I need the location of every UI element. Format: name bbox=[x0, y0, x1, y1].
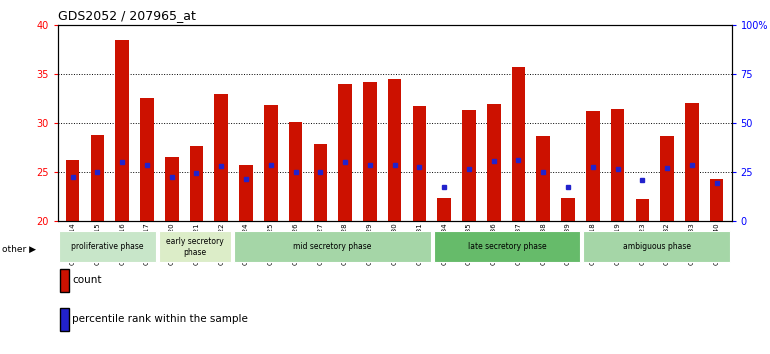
Text: early secretory
phase: early secretory phase bbox=[166, 237, 224, 257]
FancyBboxPatch shape bbox=[234, 232, 430, 262]
Bar bbox=[313, 144, 327, 221]
Bar bbox=[611, 109, 624, 221]
Bar bbox=[462, 110, 476, 221]
Bar bbox=[165, 158, 179, 221]
Text: proliferative phase: proliferative phase bbox=[72, 242, 144, 251]
Bar bbox=[214, 93, 228, 221]
Bar bbox=[363, 82, 377, 221]
Bar bbox=[437, 198, 451, 221]
FancyBboxPatch shape bbox=[434, 232, 581, 262]
Bar bbox=[264, 105, 278, 221]
Text: ambiguous phase: ambiguous phase bbox=[623, 242, 691, 251]
Text: GDS2052 / 207965_at: GDS2052 / 207965_at bbox=[58, 9, 196, 22]
Bar bbox=[661, 136, 674, 221]
Bar bbox=[511, 67, 525, 221]
Bar bbox=[685, 103, 698, 221]
FancyBboxPatch shape bbox=[584, 232, 730, 262]
Bar bbox=[289, 122, 303, 221]
Text: late secretory phase: late secretory phase bbox=[467, 242, 546, 251]
Bar bbox=[635, 199, 649, 221]
FancyBboxPatch shape bbox=[159, 232, 231, 262]
Bar bbox=[116, 40, 129, 221]
Bar bbox=[561, 198, 575, 221]
Text: percentile rank within the sample: percentile rank within the sample bbox=[72, 314, 248, 324]
Text: other ▶: other ▶ bbox=[2, 245, 36, 254]
Bar bbox=[413, 106, 427, 221]
Bar bbox=[487, 104, 500, 221]
FancyBboxPatch shape bbox=[59, 232, 156, 262]
Bar bbox=[537, 136, 550, 221]
Bar bbox=[91, 135, 104, 221]
Bar bbox=[338, 84, 352, 221]
Bar bbox=[239, 165, 253, 221]
Text: count: count bbox=[72, 275, 102, 285]
Bar bbox=[65, 160, 79, 221]
Bar bbox=[140, 98, 154, 221]
Bar bbox=[388, 79, 401, 221]
Bar bbox=[710, 179, 724, 221]
Bar bbox=[189, 145, 203, 221]
Bar bbox=[586, 111, 600, 221]
Text: mid secretory phase: mid secretory phase bbox=[293, 242, 371, 251]
